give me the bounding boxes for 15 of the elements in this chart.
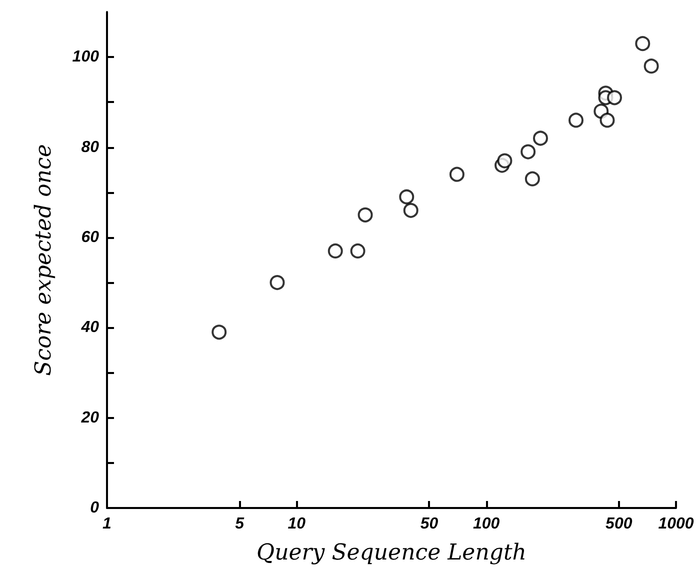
x-tick-label: 50 [420, 516, 438, 532]
y-tick-label: 80 [81, 138, 100, 156]
x-tick-label: 10 [288, 516, 306, 532]
y-tick-label: 60 [81, 228, 100, 246]
y-axis-title: Score expected once [32, 144, 56, 376]
y-tick-label: 0 [90, 500, 100, 516]
x-tick-label: 1000 [658, 516, 694, 532]
y-tick-label: 100 [72, 48, 100, 66]
y-tick-label: 20 [80, 409, 100, 426]
x-tick-label: 1 [102, 516, 112, 532]
y-tick-label: 40 [80, 319, 100, 336]
x-axis-title: Query Sequence Length [256, 540, 526, 566]
x-tick-label: 5 [235, 516, 246, 532]
x-tick-label: 500 [606, 516, 632, 532]
x-tick-label: 100 [472, 516, 500, 532]
